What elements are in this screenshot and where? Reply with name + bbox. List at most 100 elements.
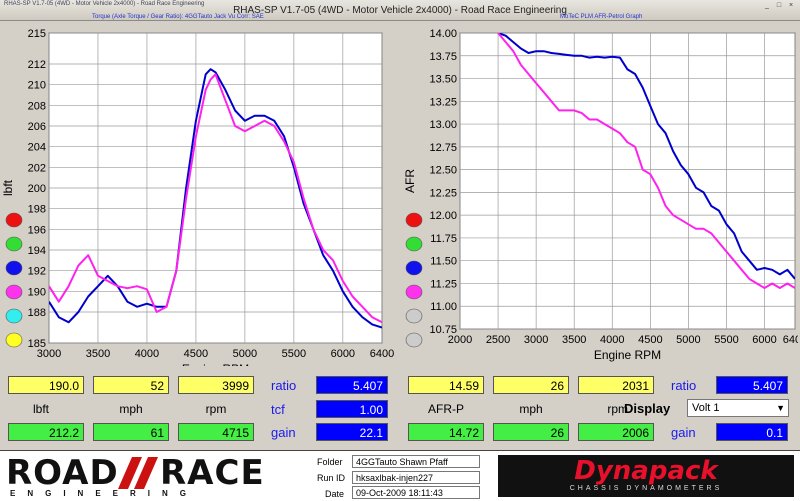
x-tick-label: 2500 (486, 334, 510, 346)
logo-race-text: RACE (160, 453, 265, 493)
tcf-value[interactable]: 1.00 (316, 400, 388, 418)
label-rpm: rpm (205, 402, 227, 416)
legend-dot[interactable] (405, 332, 423, 348)
series-line-2 (49, 73, 382, 324)
readout-lbft-cursor: 190.0 (8, 376, 84, 394)
maximize-icon[interactable]: □ (776, 2, 782, 9)
date-field[interactable]: 09-Oct-2009 18:11:43 (352, 486, 480, 499)
legend-dot[interactable] (5, 308, 23, 324)
x-tick-label: 4000 (135, 348, 159, 360)
legend-dot[interactable] (5, 332, 23, 348)
y-tick-label: 14.00 (429, 28, 457, 40)
minimize-icon[interactable]: _ (765, 2, 769, 9)
readout-mph-cursor: 52 (93, 376, 169, 394)
y-tick-label: 210 (28, 80, 46, 92)
label-mph-right: mph (519, 402, 543, 416)
y-tick-label: 198 (28, 204, 46, 216)
dynapack-logo-subtext: CHASSIS DYNAMOMETERS (569, 485, 723, 492)
x-tick-label: 3500 (86, 348, 110, 360)
series-line-1 (497, 33, 795, 280)
y-tick-label: 13.75 (429, 51, 457, 63)
legend-dot[interactable] (405, 260, 423, 276)
folder-field[interactable]: 4GGTauto Shawn Pfaff (352, 455, 480, 468)
y-tick-label: 12.50 (429, 165, 457, 177)
footer-bar: ROAD RACE ENGINEERING Folder 4GGTauto Sh… (0, 450, 800, 501)
ratio-label-right: ratio (671, 378, 697, 393)
close-icon[interactable]: × (788, 2, 794, 9)
legend-dot[interactable] (5, 212, 23, 228)
label-mph: mph (119, 402, 143, 416)
legend-dot[interactable] (5, 236, 23, 252)
y-tick-label: 11.75 (430, 233, 457, 245)
readout-mph-peak-right: 26 (493, 423, 569, 441)
label-lbft: lbft (32, 402, 49, 416)
runid-label: Run ID (317, 473, 346, 483)
title-bar: RHAS-SP V1.7-05 (4WD - Motor Vehicle 2x4… (0, 0, 800, 21)
readout-afr-cursor: 14.59 (408, 376, 484, 394)
series-line-2 (497, 33, 795, 289)
ratio-value-right[interactable]: 5.407 (716, 376, 788, 394)
dynapack-logo: Dynapack CHASSIS DYNAMOMETERS (498, 455, 794, 497)
x-tick-label: 3000 (524, 334, 548, 346)
legend-dot[interactable] (405, 308, 423, 324)
display-select-value: Volt 1 (692, 402, 720, 414)
legend-dot[interactable] (405, 284, 423, 300)
legend-dot[interactable] (5, 260, 23, 276)
tcf-label: tcf (271, 402, 285, 417)
y-tick-label: 192 (28, 266, 46, 278)
logo-tagline: ENGINEERING (10, 489, 199, 498)
gain-value-right[interactable]: 0.1 (716, 423, 788, 441)
gain-value-left[interactable]: 22.1 (316, 423, 388, 441)
titlebar-small-text: RHAS-SP V1.7-05 (4WD - Motor Vehicle 2x4… (4, 1, 205, 7)
x-tick-label: 5000 (676, 334, 700, 346)
x-tick-label: 4000 (600, 334, 624, 346)
y-tick-label: 13.25 (429, 96, 457, 108)
ratio-value-left[interactable]: 5.407 (316, 376, 388, 394)
window-title: RHAS-SP V1.7-05 (4WD - Motor Vehicle 2x4… (233, 5, 567, 16)
y-tick-label: 11.00 (430, 301, 457, 313)
readout-rpm-cursor-right: 2031 (578, 376, 654, 394)
legend-dot[interactable] (405, 212, 423, 228)
y-tick-label: 202 (28, 162, 46, 174)
y-tick-label: 10.75 (429, 324, 457, 336)
afr-chart: 2000 2500 3000 3500 4000 4500 5000 5500 6000 6400… (400, 21, 798, 366)
legend-dot[interactable] (405, 236, 423, 252)
y-tick-label: 206 (28, 121, 46, 133)
readout-rpm-peak: 4715 (178, 423, 254, 441)
dynapack-logo-text: Dynapack (574, 456, 718, 486)
chevron-down-icon[interactable]: ▼ (776, 403, 785, 413)
y-tick-label: 215 (28, 28, 46, 40)
y-tick-label: 185 (28, 338, 46, 350)
legend-dot[interactable] (5, 284, 23, 300)
right-chart-subtitle: MoTeC PLM AFR-Petrol Graph (560, 14, 643, 20)
y-tick-label: 200 (28, 183, 46, 195)
y-tick-label: 11.25 (430, 278, 457, 290)
x-tick-label: 4500 (638, 334, 662, 346)
series-line-1 (49, 68, 382, 329)
x-tick-label: 5500 (714, 334, 738, 346)
y-axis-label: AFR (403, 169, 417, 193)
y-tick-label: 12.75 (429, 142, 457, 154)
y-tick-label: 13.00 (429, 119, 457, 131)
display-select[interactable]: Volt 1 ▼ (687, 399, 789, 417)
x-tick-label: 5500 (282, 348, 306, 360)
x-tick-label: 3500 (562, 334, 586, 346)
x-axis-label: Engine RPM (182, 362, 249, 366)
runid-field[interactable]: hksaxlbak-injen227 (352, 471, 480, 484)
gain-label-right: gain (671, 425, 696, 440)
x-tick-label: 5000 (233, 348, 257, 360)
y-axis-label: lbft (1, 179, 15, 196)
label-rpm-right: rpm (607, 402, 628, 416)
folder-label: Folder (317, 457, 343, 467)
y-tick-label: 212 (28, 59, 46, 71)
plot-area (459, 32, 796, 330)
logo-slashes-icon (118, 457, 158, 489)
display-label: Display (624, 401, 671, 416)
y-tick-label: 11.50 (430, 256, 457, 268)
x-tick-label: 4500 (184, 348, 208, 360)
readout-mph-cursor-right: 26 (493, 376, 569, 394)
readout-rpm-peak-right: 2006 (578, 423, 654, 441)
y-tick-label: 13.50 (429, 74, 457, 86)
x-tick-label: 6400 (783, 334, 798, 346)
gain-label-left: gain (271, 425, 296, 440)
